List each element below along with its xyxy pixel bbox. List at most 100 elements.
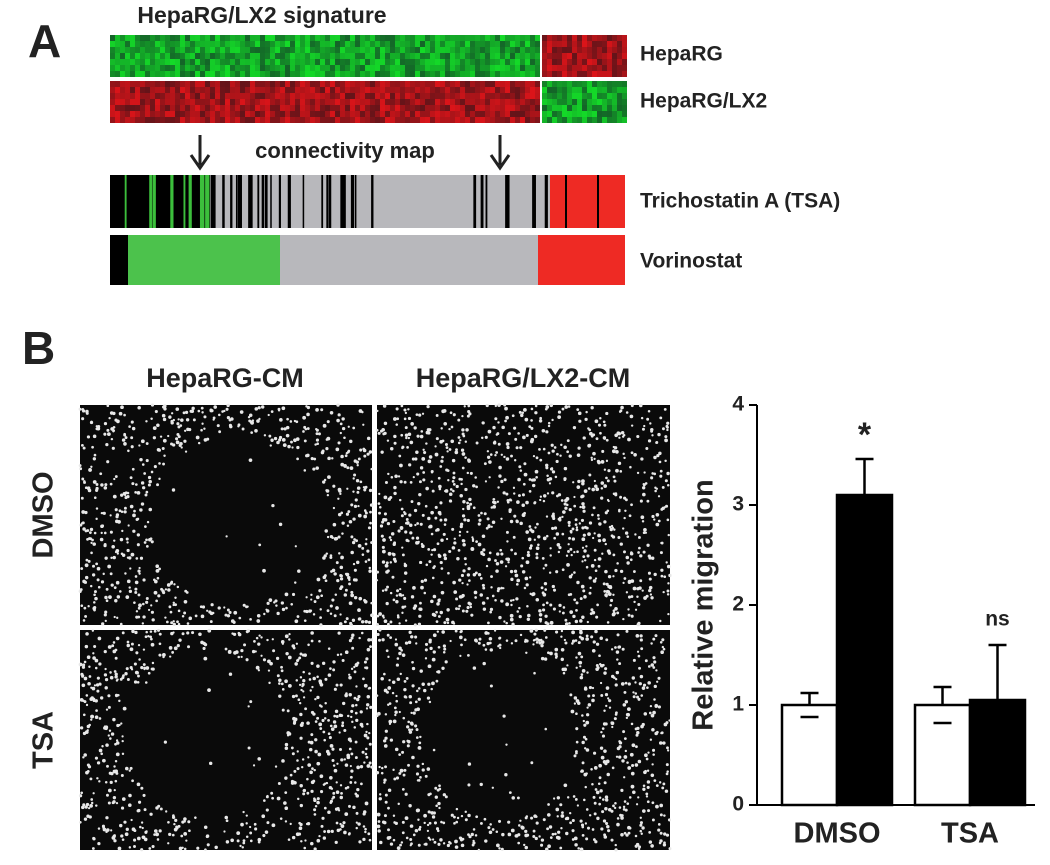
- heatmap-cell: [235, 93, 240, 99]
- cell: [106, 404, 110, 408]
- heatmap-cell: [515, 111, 520, 117]
- heatmap-cell: [210, 65, 215, 71]
- heatmap-cell: [220, 105, 225, 111]
- cell: [459, 524, 463, 529]
- cell: [170, 631, 174, 636]
- cell: [333, 724, 338, 729]
- heatmap-cell: [370, 47, 375, 53]
- cell: [395, 776, 400, 780]
- cell: [382, 538, 386, 542]
- cell: [85, 703, 89, 707]
- cell: [450, 813, 454, 817]
- heatmap-cell: [577, 81, 582, 87]
- heatmap-cell: [505, 47, 510, 53]
- cell: [430, 471, 434, 474]
- row-label: DMSO: [28, 472, 60, 559]
- heatmap-cell: [260, 87, 265, 93]
- cell: [586, 706, 589, 709]
- heatmap-cell: [170, 59, 175, 65]
- heatmap-cell: [505, 87, 510, 93]
- cell: [443, 621, 447, 625]
- cell: [619, 569, 624, 574]
- cell: [383, 672, 386, 676]
- cell: [651, 801, 655, 805]
- heatmap-cell: [330, 71, 335, 77]
- cell: [479, 782, 483, 787]
- cell: [327, 456, 331, 461]
- cell: [549, 651, 553, 656]
- cell: [453, 815, 456, 819]
- heatmap-cell: [535, 87, 540, 93]
- heatmap-cell: [260, 65, 265, 71]
- heatmap-cell: [440, 99, 445, 105]
- cell: [352, 477, 355, 480]
- cell: [451, 480, 455, 483]
- cell: [581, 615, 585, 620]
- heatmap-cell: [220, 93, 225, 99]
- cell: [369, 638, 373, 642]
- cell: [337, 631, 341, 635]
- cell: [79, 467, 83, 471]
- heatmap-cell: [425, 111, 430, 117]
- cell: [551, 418, 554, 422]
- heatmap-cell: [350, 111, 355, 117]
- heatmap-cell: [140, 99, 145, 105]
- cell: [334, 807, 339, 811]
- cell: [134, 587, 138, 591]
- cell: [248, 413, 253, 418]
- cell: [561, 568, 565, 572]
- cell: [249, 839, 253, 843]
- cell: [187, 645, 191, 649]
- cell: [85, 558, 89, 562]
- heatmap-cell: [185, 59, 190, 65]
- heatmap-cell: [290, 71, 295, 77]
- cell: [299, 784, 303, 788]
- cell: [378, 492, 381, 495]
- heatmap-cell: [602, 41, 607, 47]
- cell: [407, 640, 412, 645]
- cell: [482, 643, 486, 647]
- cell: [597, 557, 602, 561]
- heatmap-cell: [125, 81, 130, 87]
- heatmap-cell: [205, 87, 210, 93]
- cell: [444, 660, 448, 664]
- cell: [646, 800, 650, 804]
- cell: [237, 632, 242, 637]
- cell: [425, 486, 429, 491]
- cell: [361, 553, 365, 556]
- heatmap-cell: [325, 59, 330, 65]
- cell: [293, 720, 297, 724]
- heatmap-cell: [500, 47, 505, 53]
- heatmap-cell: [245, 41, 250, 47]
- heatmap-cell: [135, 41, 140, 47]
- cell: [156, 838, 160, 841]
- heatmap-cell: [562, 41, 567, 47]
- cell: [505, 557, 509, 561]
- heatmap-cell: [160, 59, 165, 65]
- cell: [306, 791, 310, 795]
- cell: [652, 666, 656, 669]
- cell: [383, 814, 387, 818]
- micrograph: [80, 630, 372, 850]
- heatmap-cell: [355, 59, 360, 65]
- cell: [573, 495, 576, 499]
- cell: [289, 822, 292, 826]
- heatmap-cell: [567, 41, 572, 47]
- heatmap-cell: [450, 53, 455, 59]
- heatmap-cell: [582, 111, 587, 117]
- cell: [650, 773, 655, 778]
- cell: [109, 572, 113, 576]
- cell: [176, 585, 180, 589]
- cell: [386, 633, 390, 637]
- heatmap-cell: [185, 47, 190, 53]
- cell: [208, 610, 212, 614]
- cell: [357, 543, 362, 548]
- heatmap-cell: [275, 47, 280, 53]
- cell: [477, 542, 482, 547]
- cell: [353, 568, 357, 572]
- cell: [82, 409, 86, 413]
- heatmap-cell: [440, 93, 445, 99]
- heatmap-cell: [435, 53, 440, 59]
- cell: [440, 581, 444, 585]
- cell: [497, 486, 500, 489]
